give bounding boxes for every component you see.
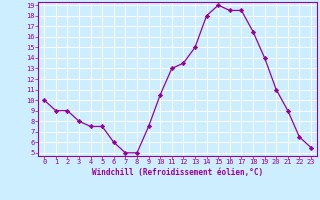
X-axis label: Windchill (Refroidissement éolien,°C): Windchill (Refroidissement éolien,°C) xyxy=(92,168,263,177)
